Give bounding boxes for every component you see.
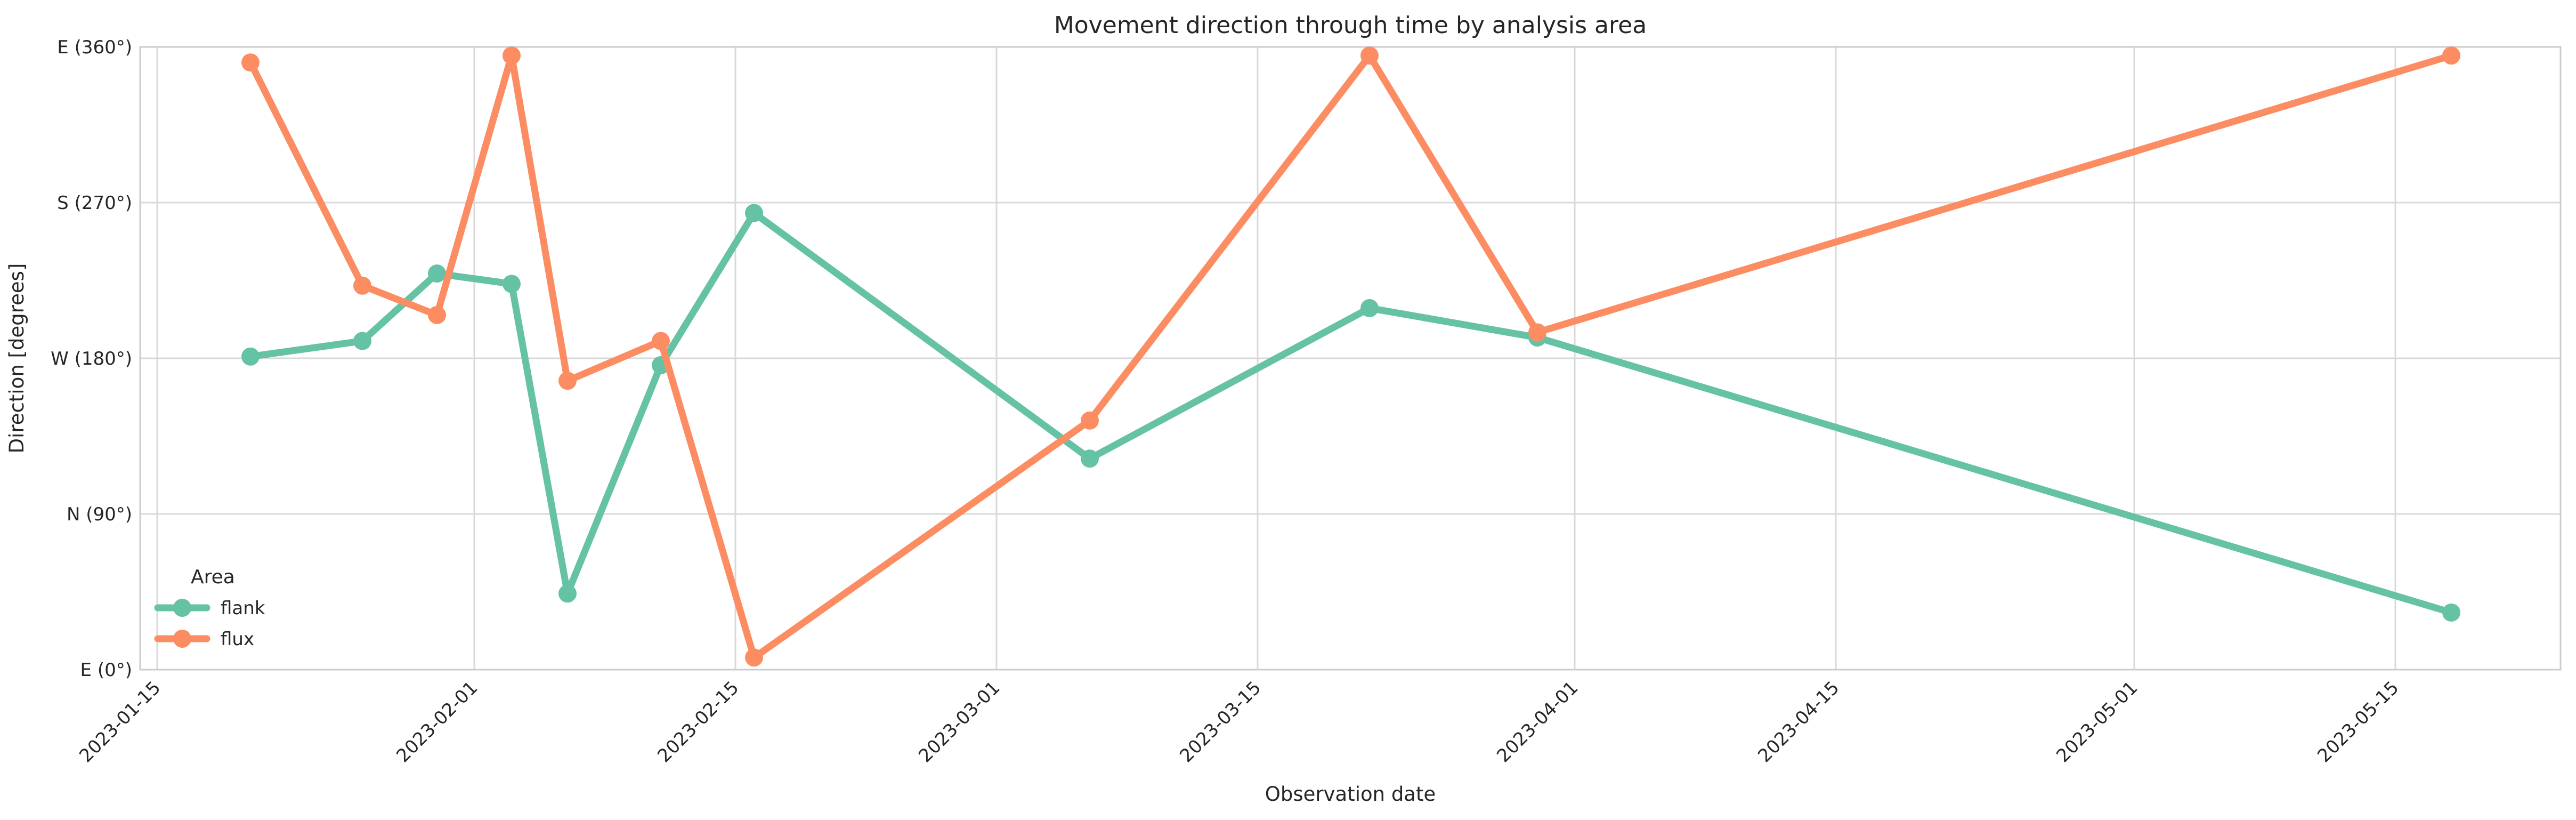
vertical-gridlines	[156, 47, 2396, 670]
data-point-flank-2023-05-18	[2442, 603, 2460, 622]
data-point-flank-2023-01-30	[428, 264, 446, 283]
data-point-flank-2023-02-16	[745, 204, 763, 222]
data-point-flank-2023-03-21	[1360, 299, 1379, 317]
data-point-flux-2023-03-21	[1360, 46, 1379, 65]
plot-border	[139, 46, 2562, 671]
y-tick-label: E (360°)	[57, 37, 132, 58]
data-point-flux-2023-01-26	[353, 276, 371, 295]
y-axis-label: Direction [degrees]	[5, 263, 28, 454]
data-series	[241, 46, 2460, 667]
data-point-flux-2023-02-16	[745, 648, 763, 667]
y-tick-label: W (180°)	[51, 348, 132, 369]
x-tick-label: 2023-04-15	[1754, 677, 1843, 767]
data-point-flux-2023-05-18	[2442, 46, 2460, 65]
x-tick-label: 2023-02-15	[653, 677, 743, 767]
data-point-flux-2023-03-06	[1081, 411, 1099, 430]
data-point-flank-2023-01-20	[241, 347, 260, 366]
data-point-flux-2023-02-06	[558, 372, 577, 390]
legend-label-flux: flux	[221, 629, 254, 650]
data-point-flank-2023-02-06	[558, 584, 577, 603]
x-tick-label: 2023-04-01	[1493, 677, 1582, 767]
data-point-flank-2023-02-03	[503, 275, 521, 293]
data-point-flux-2023-02-11	[652, 332, 670, 350]
y-tick-label: N (90°)	[67, 504, 132, 525]
data-point-flux-2023-02-03	[503, 46, 521, 65]
legend-marker-dot-flux	[173, 630, 191, 648]
series-line-flank	[247, 209, 2455, 616]
data-point-flux-2023-01-30	[428, 306, 446, 324]
x-tick-label: 2023-03-01	[914, 677, 1004, 767]
y-tick-label: E (0°)	[80, 660, 132, 681]
y-axis-tick-labels: E (0°) N (90°) W (180°) S (270°) E (360°)	[51, 37, 132, 681]
x-tick-label: 2023-01-15	[75, 677, 165, 767]
y-tick-label: S (270°)	[57, 192, 132, 214]
data-point-flank-2023-03-06	[1081, 449, 1099, 468]
legend: Area flank flux	[154, 566, 265, 650]
x-tick-label: 2023-05-15	[2313, 677, 2403, 767]
legend-label-flank: flank	[221, 598, 265, 619]
legend-marker-dot-flank	[173, 599, 191, 617]
chart-title: Movement direction through time by analy…	[1054, 12, 1647, 39]
data-point-flux-2023-01-20	[241, 53, 260, 72]
data-point-flux-2023-03-30	[1528, 323, 1546, 342]
x-tick-label: 2023-05-01	[2052, 677, 2142, 767]
horizontal-gridlines	[140, 46, 2561, 671]
x-axis-label: Observation date	[1265, 783, 1436, 806]
x-tick-label: 2023-03-15	[1176, 677, 1265, 767]
legend-entries: flank flux	[154, 598, 265, 650]
x-axis-tick-labels: 2023-01-15 2023-02-01 2023-02-15 2023-03-01…	[75, 677, 2403, 767]
legend-title: Area	[191, 566, 235, 588]
x-tick-label: 2023-02-01	[392, 677, 482, 767]
data-point-flank-2023-01-26	[353, 332, 371, 350]
